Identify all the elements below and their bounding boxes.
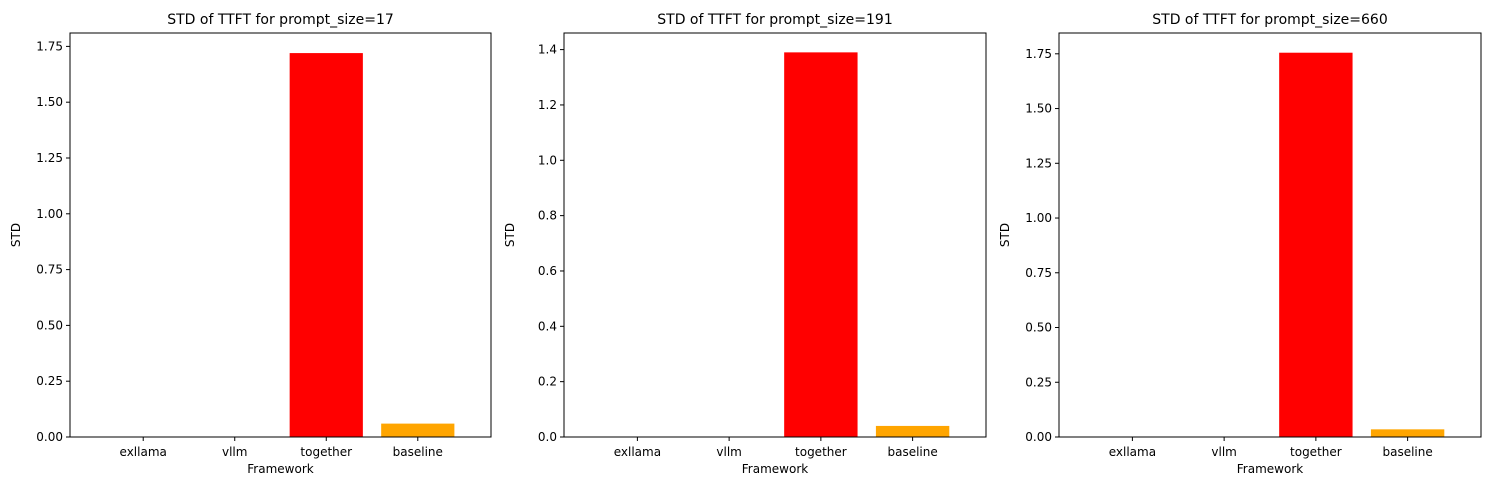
x-tick-label-vllm: vllm [1211, 445, 1236, 459]
y-tick-label: 1.50 [36, 95, 63, 109]
bar-baseline [381, 423, 455, 437]
y-axis-label: STD [503, 223, 517, 247]
x-axis-label: Framework [247, 462, 313, 476]
y-tick-label: 1.25 [36, 151, 63, 165]
y-tick-label: 1.50 [1025, 102, 1052, 116]
y-tick-label: 1.4 [538, 43, 557, 57]
y-axis-label: STD [998, 223, 1012, 247]
x-tick-label-baseline: baseline [393, 445, 443, 459]
y-tick-label: 1.25 [1025, 156, 1052, 170]
chart-panel-2: 0.0 0.2 0.4 0.6 0.8 1.0 1.2 1.4 exllama vllm toget… [503, 12, 987, 476]
x-tick-label-baseline: baseline [1382, 445, 1432, 459]
y-tick-label: 1.75 [36, 39, 63, 53]
y-tick-label: 1.2 [538, 98, 557, 112]
bar-together [784, 52, 858, 438]
y-tick-label: 0.25 [1025, 375, 1052, 389]
x-tick-label-together: together [795, 445, 847, 459]
y-tick-label: 1.00 [36, 207, 63, 221]
x-tick-label-vllm: vllm [716, 445, 741, 459]
plot-frame [563, 32, 987, 438]
y-tick-label: 1.00 [1025, 211, 1052, 225]
y-tick-label: 0.8 [538, 209, 557, 223]
y-tick-label: 1.0 [538, 153, 557, 167]
y-tick-label: 0.25 [36, 374, 63, 388]
x-tick-label-baseline: baseline [887, 445, 937, 459]
x-tick-label-together: together [1290, 445, 1342, 459]
x-tick-label-exllama: exllama [1109, 445, 1156, 459]
bar-baseline [875, 425, 950, 437]
chart-title: STD of TTFT for prompt_size=191 [657, 12, 893, 28]
y-tick-label: 0.50 [1025, 321, 1052, 335]
y-tick-label: 0.75 [36, 263, 63, 277]
y-tick-label: 0.00 [36, 430, 63, 444]
chart-panel-1: 0.00 0.25 0.50 0.75 1.00 1.25 1.50 1.75 exllama v… [9, 12, 492, 476]
y-tick-label: 1.75 [1025, 47, 1052, 61]
x-tick-label-together: together [300, 445, 352, 459]
chart-panel-3: 0.00 0.25 0.50 0.75 1.00 1.25 1.50 1.75 exllama v… [998, 12, 1482, 476]
chart-title: STD of TTFT for prompt_size=17 [167, 12, 394, 28]
y-tick-label: 0.4 [538, 319, 557, 333]
y-tick-label: 0.0 [538, 430, 557, 444]
y-tick-label: 0.2 [538, 375, 557, 389]
x-tick-label-vllm: vllm [222, 445, 247, 459]
bar-baseline [1370, 429, 1445, 437]
x-tick-label-exllama: exllama [120, 445, 167, 459]
plot-frame [1058, 32, 1482, 438]
x-axis-label: Framework [1237, 462, 1303, 476]
x-axis-label: Framework [742, 462, 808, 476]
x-tick-label-exllama: exllama [614, 445, 661, 459]
plot-frame [69, 32, 492, 438]
y-tick-label: 0.75 [1025, 266, 1052, 280]
chart-title: STD of TTFT for prompt_size=660 [1152, 12, 1388, 28]
y-tick-label: 0.00 [1025, 430, 1052, 444]
y-tick-label: 0.50 [36, 318, 63, 332]
bar-together [1279, 52, 1353, 438]
y-tick-label: 0.6 [538, 264, 557, 278]
y-axis-label: STD [9, 223, 23, 247]
bar-together [289, 53, 363, 438]
